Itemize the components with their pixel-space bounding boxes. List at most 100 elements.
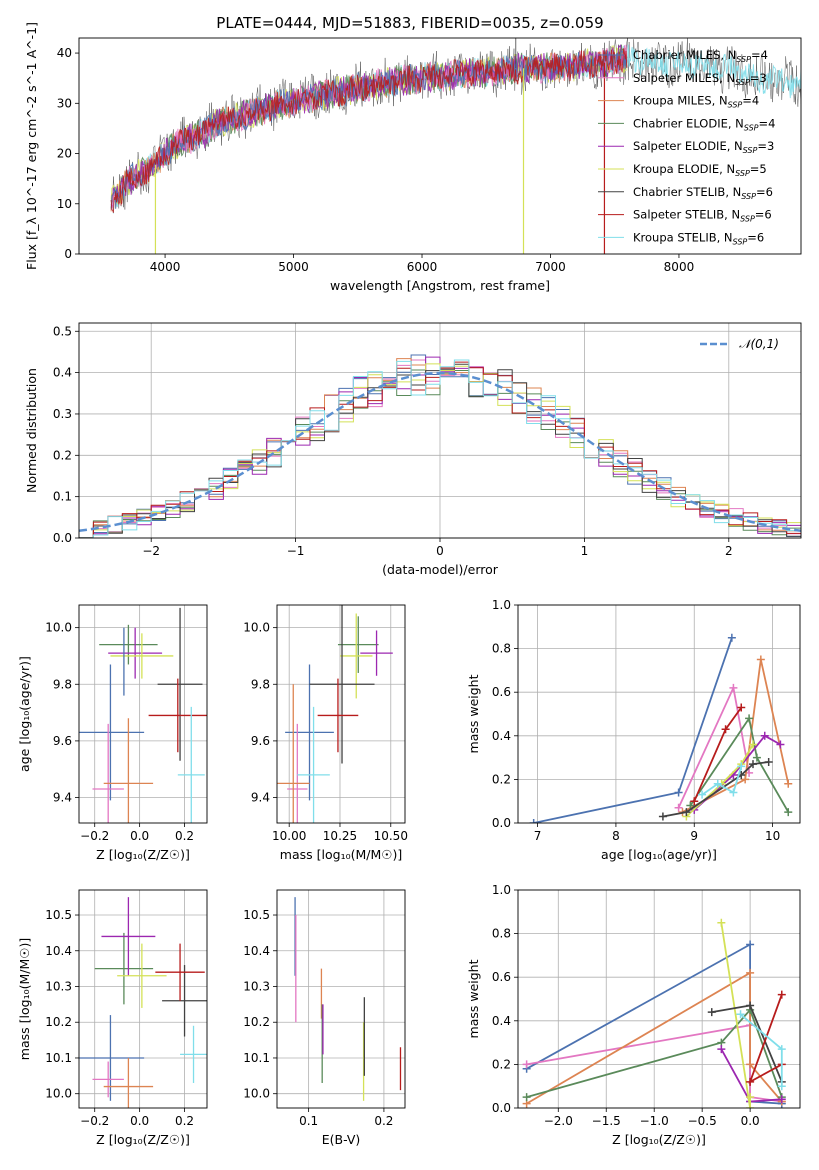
age_vs_mass-data — [277, 605, 393, 823]
x-tick-label: 0.0 — [741, 1114, 760, 1128]
y-tick-label: 0.8 — [492, 642, 511, 656]
mass-weight-series-4 — [689, 716, 790, 813]
x-tick-label: −2 — [142, 544, 160, 558]
mass-weight-marker — [784, 779, 793, 788]
age_vs_Z-panel: −0.2 0.0 0.2 9.4 9.6 9.8 10.0 Z [log₁₀(Z/Z☉)] ag… — [17, 604, 208, 862]
mass-weight-marker — [749, 760, 757, 769]
mass-weight-marker — [529, 819, 538, 823]
legend-label: Kroupa ELODIE, NSSP=5 — [633, 162, 767, 178]
mass-weight-marker — [752, 753, 761, 762]
y-tick-label: 0 — [64, 247, 72, 261]
x-tick-label: 5000 — [278, 260, 309, 274]
spectrum-panel: 4000 5000 6000 7000 8000 0 10 20 30 40 wavelength … — [24, 22, 802, 293]
x-axis-label: Z [log₁₀(Z/Z☉)] — [96, 1132, 190, 1147]
mass_weight_vs_age-plot-area — [518, 604, 800, 824]
x-tick-label: 10 — [765, 829, 780, 843]
x-tick-label: 0.0 — [130, 1114, 149, 1128]
y-tick-label: 0.0 — [492, 816, 511, 830]
y-tick-label: 10.0 — [243, 621, 270, 635]
mass-weight-series-5 — [693, 734, 781, 811]
mass-weight-marker — [729, 683, 738, 692]
age_vs_Z-plot-area — [79, 605, 207, 823]
legend-label: Salpeter ELODIE, NSSP=3 — [633, 139, 774, 155]
mass-weight-series-4 — [526, 1008, 783, 1098]
y-tick-label: 9.6 — [251, 734, 270, 748]
x-tick-label: 0.2 — [175, 829, 194, 843]
mass-weight-marker — [737, 762, 746, 771]
mass_weight_vs_Z-panel: −2.0 −1.5 −1.0 −0.5 0.0 0.0 0.2 0.4 0.6 0.8 1.0 Z [… — [466, 883, 801, 1147]
x-tick-label: 4000 — [150, 260, 181, 274]
y-tick-label: 40 — [57, 46, 72, 60]
y-tick-label: 0.0 — [53, 531, 72, 545]
legend-label: Salpeter MILES, NSSP=3 — [633, 71, 767, 87]
x-tick-label: 0.1 — [299, 1114, 318, 1128]
x-axis-label: Z [log₁₀(Z/Z☉)] — [612, 1132, 706, 1147]
mass-weight-marker — [658, 812, 667, 821]
mass-weight-marker — [727, 633, 736, 642]
age_vs_Z-data — [79, 607, 207, 823]
spectrum-frame — [78, 37, 802, 255]
mass_weight_vs_age-data — [529, 633, 793, 823]
x-tick-label: −1 — [287, 544, 305, 558]
mass-weight-marker — [777, 1082, 786, 1091]
mass_vs_EBV-panel: 0.1 0.2 10.0 10.1 10.2 10.3 10.4 10.5 E(B-V) — [243, 889, 406, 1147]
mass-weight-series-3 — [682, 659, 790, 813]
chart-title: PLATE=0444, MJD=51883, FIBERID=0035, z=0… — [216, 14, 603, 32]
residuals-frame — [78, 322, 802, 539]
y-axis-label: age [log₁₀(age/yr)] — [17, 656, 32, 772]
y-tick-label: 9.4 — [251, 791, 270, 805]
x-tick-label: 6000 — [407, 260, 438, 274]
residuals-data — [79, 354, 801, 538]
residual-histogram-9 — [79, 359, 801, 538]
mass-weight-marker — [736, 1010, 745, 1019]
age_vs_mass-plot-area — [277, 605, 405, 823]
x-tick-label: −0.2 — [80, 1114, 109, 1128]
x-axis-label: Z [log₁₀(Z/Z☉)] — [96, 847, 190, 862]
mass-weight-marker — [690, 797, 699, 806]
x-axis-label: E(B-V) — [322, 1132, 361, 1147]
legend-label: Salpeter STELIB, NSSP=6 — [633, 208, 772, 224]
y-tick-label: 0.5 — [53, 324, 72, 338]
mass_weight_vs_Z-frame — [517, 889, 801, 1109]
y-tick-label: 0.4 — [53, 366, 72, 380]
y-axis-label: mass weight — [466, 959, 481, 1038]
legend-label: Kroupa MILES, NSSP=4 — [633, 94, 759, 110]
mass-weight-marker — [721, 725, 730, 734]
x-tick-label: 0.0 — [130, 829, 149, 843]
gaussian-legend-label: 𝒩(0,1) — [739, 337, 779, 351]
x-tick-label: −1.0 — [640, 1114, 669, 1128]
spectrum-line-1 — [110, 50, 628, 209]
y-tick-label: 10.3 — [45, 979, 72, 993]
mass-weight-marker — [698, 790, 707, 799]
x-tick-label: −0.5 — [688, 1114, 717, 1128]
mass-weight-marker — [746, 1001, 755, 1010]
gaussian-curve — [79, 371, 801, 533]
y-tick-label: 0.0 — [492, 1101, 511, 1115]
y-tick-label: 1.0 — [492, 598, 511, 612]
y-tick-label: 9.4 — [53, 791, 72, 805]
mass-weight-marker — [682, 808, 691, 817]
mass_vs_Z-data — [79, 897, 207, 1108]
mass-weight-marker — [717, 918, 726, 927]
mass_vs_EBV-data — [294, 897, 402, 1101]
y-axis-label: Normed distribution — [24, 368, 39, 493]
y-tick-label: 10.0 — [45, 621, 72, 635]
y-tick-label: 10.3 — [243, 979, 270, 993]
y-tick-label: 0.8 — [492, 927, 511, 941]
y-axis-label: mass [log₁₀(M/M☉)] — [17, 938, 32, 1060]
x-tick-label: 1 — [581, 544, 589, 558]
y-axis-label: Flux [f_λ 10^-17 erg cm^-2 s^-1 A^-1] — [24, 22, 39, 270]
mass-weight-marker — [749, 740, 757, 749]
y-tick-label: 0.2 — [492, 1057, 511, 1071]
mass_vs_Z-frame — [78, 889, 208, 1109]
x-tick-label: 10.00 — [272, 829, 306, 843]
x-tick-label: −1.5 — [592, 1114, 621, 1128]
mass-weight-marker — [746, 1060, 755, 1069]
mass_vs_Z-plot-area — [79, 890, 207, 1108]
y-tick-label: 0.2 — [492, 772, 511, 786]
x-tick-label: 7 — [534, 829, 542, 843]
mass-weight-marker — [746, 1077, 755, 1086]
mass-weight-marker — [777, 1045, 786, 1054]
mass-weight-marker — [674, 788, 683, 797]
y-tick-label: 10 — [57, 197, 72, 211]
